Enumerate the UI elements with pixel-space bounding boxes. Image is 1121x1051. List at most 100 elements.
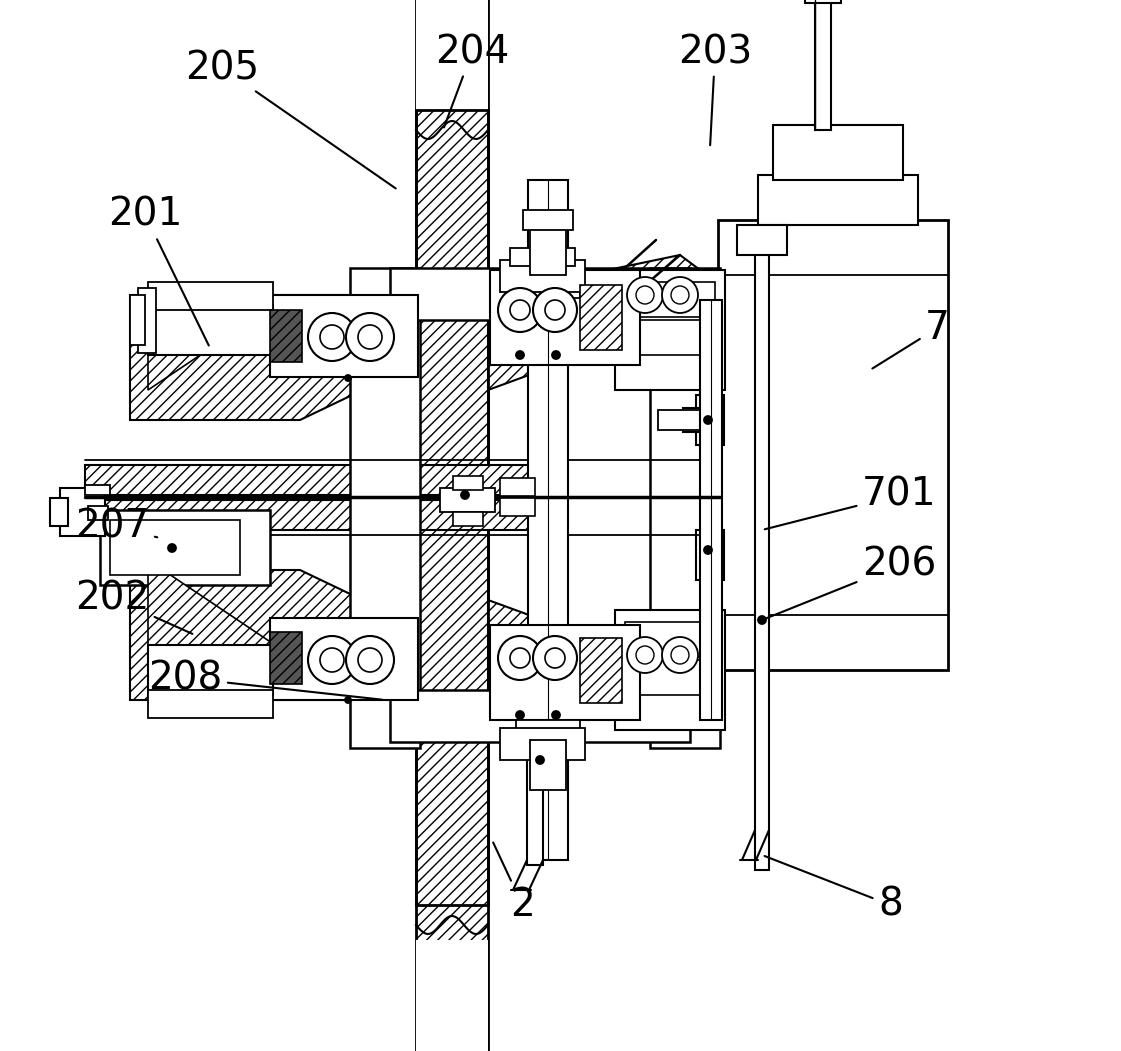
Bar: [615, 270, 725, 390]
Bar: [658, 410, 703, 430]
Bar: [580, 638, 622, 703]
Bar: [530, 740, 566, 790]
Bar: [736, 225, 787, 255]
Bar: [270, 295, 418, 377]
Circle shape: [627, 277, 663, 313]
Circle shape: [532, 636, 577, 680]
Text: 202: 202: [75, 579, 193, 634]
Bar: [416, 940, 488, 1051]
Bar: [441, 488, 495, 512]
Text: 206: 206: [765, 547, 936, 619]
Bar: [148, 645, 274, 695]
Bar: [615, 610, 725, 730]
Circle shape: [663, 277, 698, 313]
Text: 8: 8: [765, 856, 902, 924]
Bar: [706, 365, 717, 373]
Text: 203: 203: [678, 33, 752, 145]
Bar: [626, 660, 715, 695]
Bar: [390, 691, 691, 742]
Bar: [696, 530, 724, 580]
Bar: [696, 395, 724, 445]
Circle shape: [636, 646, 654, 664]
Bar: [773, 125, 904, 180]
Bar: [148, 691, 274, 718]
Bar: [89, 506, 108, 520]
Bar: [510, 248, 575, 266]
Bar: [390, 268, 691, 320]
Bar: [683, 408, 701, 432]
Bar: [524, 210, 573, 230]
Circle shape: [319, 648, 344, 672]
Text: 204: 204: [435, 33, 509, 127]
Bar: [500, 478, 535, 496]
Bar: [490, 270, 640, 365]
Text: 201: 201: [108, 195, 209, 346]
Bar: [500, 260, 585, 292]
Bar: [516, 270, 580, 298]
Bar: [717, 220, 948, 669]
Bar: [50, 498, 68, 526]
Circle shape: [704, 547, 712, 554]
Circle shape: [461, 491, 469, 499]
Polygon shape: [148, 305, 275, 390]
Text: 7: 7: [872, 309, 949, 369]
Text: 205: 205: [185, 49, 396, 188]
Circle shape: [308, 636, 356, 684]
Polygon shape: [85, 500, 530, 530]
Bar: [758, 176, 918, 225]
Circle shape: [498, 636, 541, 680]
Text: 207: 207: [75, 507, 157, 545]
Circle shape: [671, 646, 689, 664]
Bar: [270, 310, 302, 362]
Bar: [650, 268, 720, 748]
Bar: [500, 728, 585, 760]
Bar: [61, 488, 105, 536]
Circle shape: [498, 288, 541, 332]
Bar: [500, 498, 535, 516]
Polygon shape: [85, 465, 530, 495]
Bar: [703, 350, 721, 362]
Circle shape: [532, 288, 577, 332]
Bar: [85, 485, 110, 495]
Bar: [626, 320, 715, 355]
Circle shape: [516, 351, 524, 359]
Bar: [416, 0, 488, 110]
Circle shape: [345, 697, 351, 703]
Circle shape: [308, 313, 356, 360]
Circle shape: [345, 375, 351, 382]
Bar: [756, 230, 769, 870]
Circle shape: [552, 351, 560, 359]
Bar: [626, 622, 715, 657]
Bar: [528, 180, 568, 860]
Circle shape: [319, 325, 344, 349]
Bar: [453, 512, 483, 526]
Bar: [530, 225, 566, 275]
Bar: [815, 0, 831, 130]
Bar: [580, 285, 622, 350]
Bar: [138, 288, 156, 353]
Circle shape: [671, 286, 689, 304]
Bar: [805, 0, 841, 3]
Polygon shape: [130, 295, 415, 420]
Text: 701: 701: [765, 476, 936, 530]
Circle shape: [536, 756, 544, 764]
Circle shape: [358, 648, 382, 672]
Bar: [148, 305, 274, 355]
Bar: [453, 476, 483, 490]
Polygon shape: [148, 560, 275, 645]
Bar: [700, 300, 722, 720]
Circle shape: [510, 648, 530, 668]
Circle shape: [358, 325, 382, 349]
Bar: [516, 720, 580, 748]
Polygon shape: [488, 600, 720, 735]
Circle shape: [552, 710, 560, 719]
Bar: [350, 268, 420, 748]
Text: 2: 2: [493, 843, 535, 924]
Bar: [100, 510, 270, 585]
Circle shape: [346, 313, 393, 360]
Bar: [416, 0, 488, 1051]
Bar: [626, 282, 715, 317]
Circle shape: [168, 544, 176, 552]
Circle shape: [346, 636, 393, 684]
Bar: [270, 618, 418, 700]
